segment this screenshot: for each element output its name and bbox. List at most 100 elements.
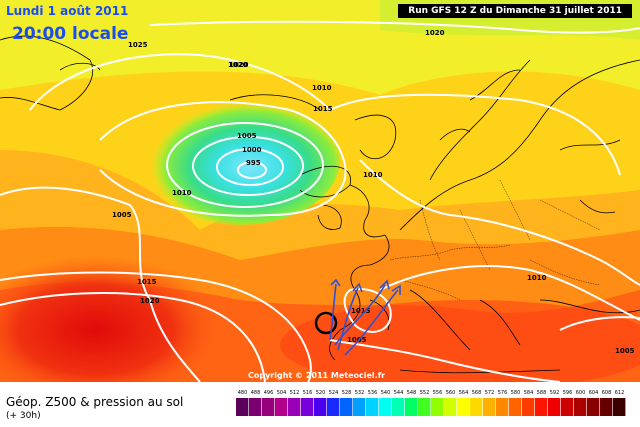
scale-label: 504 [277, 390, 287, 396]
scale-label: 536 [368, 390, 378, 396]
legend-subtitle: (+ 30h) [6, 411, 41, 421]
isobar-label: 1025 [128, 41, 148, 49]
isobar-label: 1020 [425, 29, 445, 37]
scale-swatch [379, 398, 392, 416]
scale-label: 584 [524, 390, 534, 396]
copyright: Copyright © 2011 Meteociel.fr [248, 371, 386, 380]
forecast-date: Lundi 1 août 2011 [6, 4, 129, 18]
scale-swatch [236, 398, 249, 416]
scale-label: 592 [550, 390, 560, 396]
scale-swatch [314, 398, 327, 416]
scale-swatch [366, 398, 379, 416]
scale-swatch [431, 398, 444, 416]
scale-swatch [600, 398, 613, 416]
isobar-label: 1015 [137, 278, 157, 286]
isobar-label: 1005 [112, 211, 132, 219]
color-scale: 480 488 496 504 512 516 520 524 528 532 536 540 544 5… [236, 390, 626, 416]
isobar-1020-south [0, 292, 266, 382]
isobar-labels: 1025 1020 1020 1015 1010 1005 1000 995 1… [112, 29, 635, 382]
scale-swatch [574, 398, 587, 416]
scale-swatch [457, 398, 470, 416]
scale-label: 600 [576, 390, 586, 396]
scale-swatch [327, 398, 340, 416]
low-pressure-circle-marker [314, 311, 338, 335]
scale-label: 576 [498, 390, 508, 396]
isobar-label: 1020 [229, 61, 249, 69]
isobar-label: 1020 [228, 61, 248, 69]
scale-label: 560 [446, 390, 456, 396]
scale-label: 520 [316, 390, 326, 396]
high-z500-band [280, 300, 640, 382]
scale-swatch [587, 398, 600, 416]
isobar-label: 1005 [237, 132, 257, 140]
high-z500-core [0, 255, 225, 382]
scale-swatch [418, 398, 431, 416]
isobar-1005-med [329, 339, 561, 382]
isobar-1015-south [0, 271, 312, 382]
isobars [0, 20, 640, 382]
scale-label: 556 [433, 390, 443, 396]
isobar-1010-europe [359, 159, 640, 286]
isobar-1005-west [0, 186, 201, 382]
scale-label: 488 [251, 390, 261, 396]
legend-title: Géop. Z500 & pression au sol [6, 395, 184, 409]
scale-swatch [249, 398, 262, 416]
isobar-label: 1010 [527, 274, 547, 282]
scale-swatch [444, 398, 457, 416]
scale-label: 596 [563, 390, 573, 396]
isobar-label: 1000 [242, 146, 262, 154]
scale-swatch [535, 398, 548, 416]
isobar-1000 [216, 148, 284, 186]
wind-arrows [329, 278, 401, 356]
scale-swatch [301, 398, 314, 416]
isobar-1020 [29, 53, 621, 176]
scale-label: 496 [264, 390, 274, 396]
isobar-label: 1015 [313, 105, 333, 113]
isobar-label: 1010 [172, 189, 192, 197]
scale-swatch [340, 398, 353, 416]
scale-label: 516 [303, 390, 313, 396]
scale-label: 564 [459, 390, 469, 396]
isobar-label: 1015 [351, 307, 371, 315]
isobar-1025 [149, 20, 640, 34]
scale-swatch [561, 398, 574, 416]
isobar-label: 1010 [363, 171, 383, 179]
isobar-1005-east [559, 316, 640, 331]
isobar-995 [237, 161, 267, 179]
scale-swatch [288, 398, 301, 416]
scale-swatch [405, 398, 418, 416]
scale-swatch [470, 398, 483, 416]
isobar-label: 1020 [140, 297, 160, 305]
scale-swatch [353, 398, 366, 416]
scale-label: 552 [420, 390, 430, 396]
isobar-1015 [99, 101, 347, 217]
scale-label: 480 [238, 390, 248, 396]
isobar-1005 [192, 136, 304, 196]
forecast-local-time: 20:00 locale [12, 24, 129, 44]
isobar-label: 1005 [347, 336, 367, 344]
scale-swatch [275, 398, 288, 416]
isobar-1010-central [379, 265, 640, 321]
isobar-1010 [166, 122, 324, 208]
scale-swatch [548, 398, 561, 416]
map-canvas: 1025 1020 1020 1015 1010 1005 1000 995 1… [0, 0, 640, 382]
scale-swatch [392, 398, 405, 416]
scale-label: 572 [485, 390, 495, 396]
scale-label: 528 [342, 390, 352, 396]
scale-label: 532 [355, 390, 365, 396]
scale-label: 568 [472, 390, 482, 396]
isobar-label: 1005 [615, 347, 635, 355]
scale-label: 588 [537, 390, 547, 396]
scale-label: 540 [381, 390, 391, 396]
scale-label: 604 [589, 390, 599, 396]
scale-swatch [522, 398, 535, 416]
scale-label: 524 [329, 390, 339, 396]
scale-swatch [509, 398, 522, 416]
isobar-label: 995 [246, 159, 261, 167]
isobar-label: 1010 [312, 84, 332, 92]
run-info: Run GFS 12 Z du Dimanche 31 juillet 2011 [398, 4, 632, 18]
scale-label: 608 [602, 390, 612, 396]
scale-label: 580 [511, 390, 521, 396]
scale-swatch [483, 398, 496, 416]
